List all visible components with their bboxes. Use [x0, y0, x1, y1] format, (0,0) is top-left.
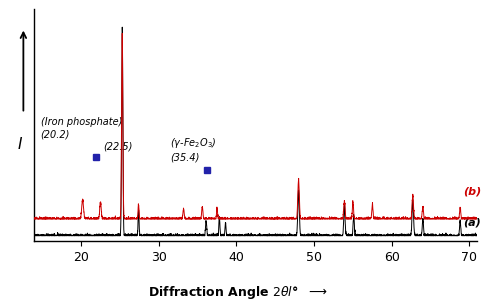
- Text: (22.5): (22.5): [104, 142, 133, 152]
- Text: Diffraction Angle $2\theta l$°  $\longrightarrow$: Diffraction Angle $2\theta l$° $\longrig…: [148, 284, 328, 301]
- Text: (35.4): (35.4): [170, 152, 200, 162]
- Text: ($\gamma$-Fe$_2$O$_3$): ($\gamma$-Fe$_2$O$_3$): [170, 136, 217, 150]
- Text: (b): (b): [463, 187, 482, 197]
- Text: (Iron phosphate): (Iron phosphate): [41, 117, 122, 127]
- Text: (a): (a): [463, 218, 481, 228]
- Text: $\it{I}$: $\it{I}$: [17, 136, 24, 152]
- Text: (20.2): (20.2): [41, 129, 70, 139]
